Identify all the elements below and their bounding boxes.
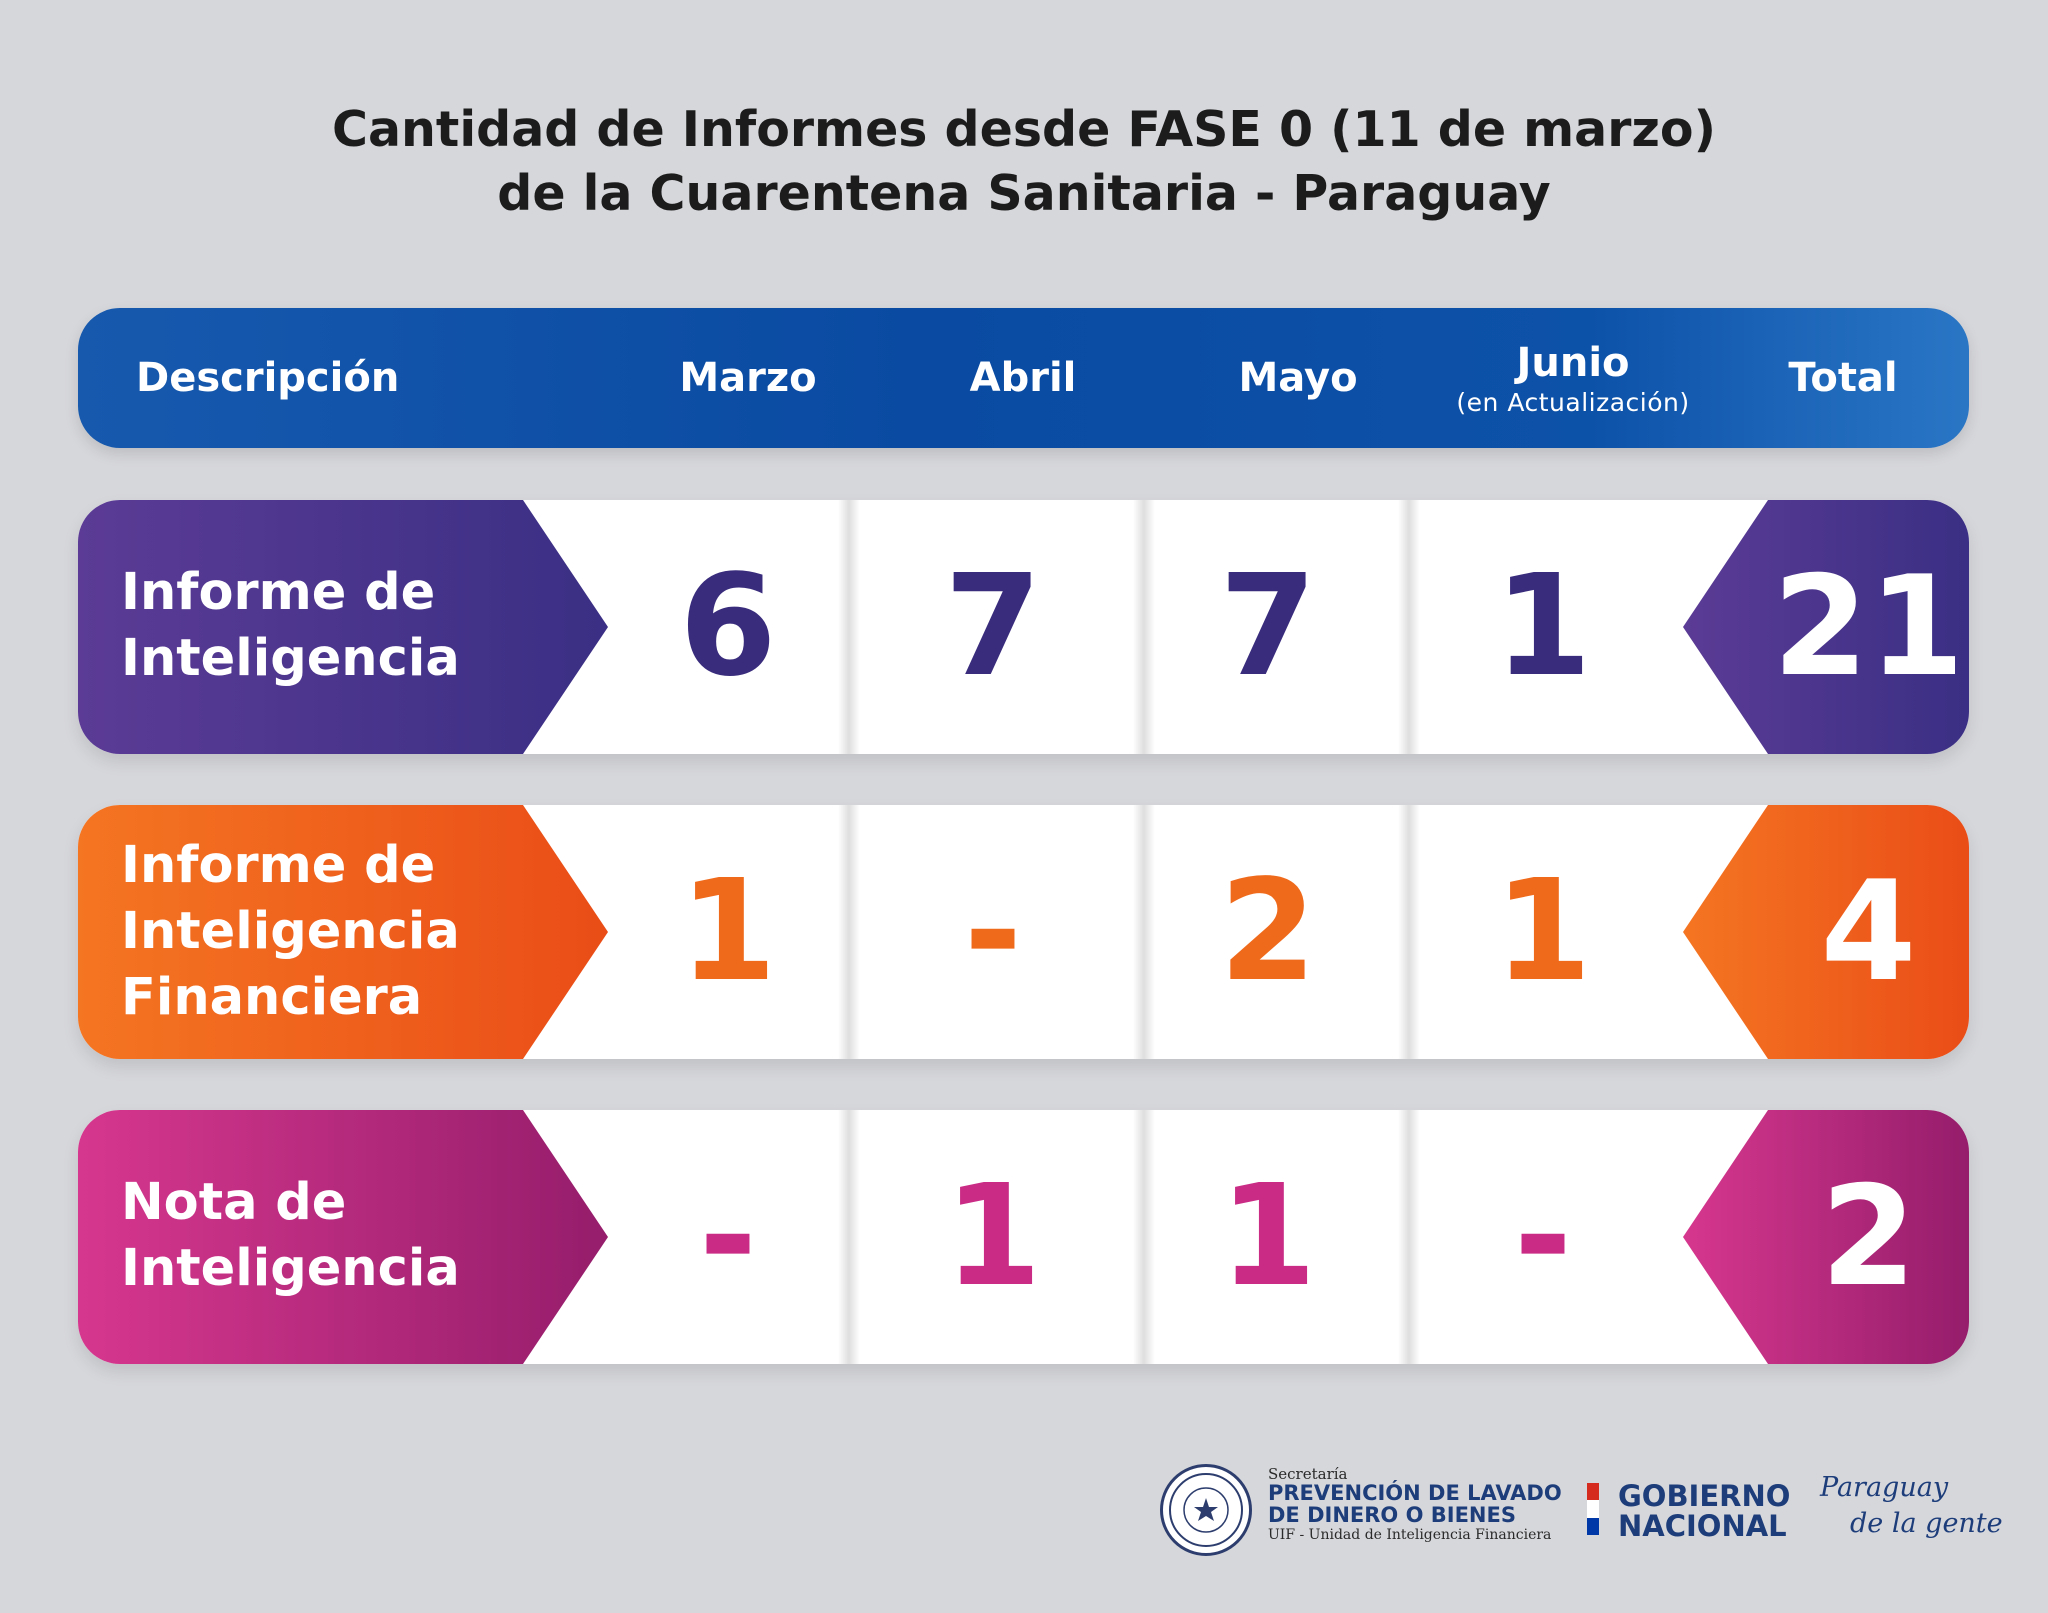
header-junio-label: Junio (1516, 339, 1630, 386)
gobierno-nacional-logo: GOBIERNO NACIONAL (1618, 1481, 1790, 1541)
seprelad-line-1: PREVENCIÓN DE LAVADO (1268, 1481, 1562, 1505)
gobierno-line-2: NACIONAL (1618, 1509, 1787, 1543)
value-mayo: 2 (1219, 850, 1317, 1013)
uif-label: UIF - Unidad de Inteligencia Financiera (1268, 1527, 1552, 1543)
column-divider (1398, 500, 1420, 754)
header-total: Total (1788, 355, 1898, 401)
table-header: Descripción Marzo Abril Mayo Junio (en A… (78, 308, 1969, 448)
row-label-line: Inteligencia (121, 629, 460, 688)
header-descripcion: Descripción (136, 355, 400, 401)
header-mayo: Mayo (1238, 355, 1358, 401)
column-divider (838, 1110, 860, 1364)
title-line-1: Cantidad de Informes desde FASE 0 (11 de… (331, 101, 1716, 158)
paraguay-de-la-gente-logo: Paraguay de la gente (1820, 1470, 2003, 1542)
value-marzo: 1 (679, 850, 777, 1013)
header-abril: Abril (969, 355, 1077, 401)
row-label-line: Informe de (121, 836, 436, 895)
page-title: Cantidad de Informes desde FASE 0 (11 de… (0, 98, 2048, 226)
row-informe-inteligencia-financiera: Informe de Inteligencia Financiera 1 - 2… (78, 805, 1969, 1059)
row-label-line: Inteligencia (121, 1239, 460, 1298)
column-divider (1133, 805, 1155, 1059)
row-nota-inteligencia: Nota de Inteligencia - 1 1 - 2 (78, 1110, 1969, 1364)
title-line-2: de la Cuarentena Sanitaria - Paraguay (497, 165, 1551, 222)
paraguay-flag-icon (1587, 1483, 1599, 1535)
value-junio: 1 (1494, 545, 1592, 708)
value-mayo: 7 (1219, 545, 1317, 708)
value-abril: 7 (944, 545, 1042, 708)
seprelad-line-2: DE DINERO O BIENES (1268, 1503, 1516, 1527)
row-label: Informe de Inteligencia (78, 500, 608, 754)
row-total: 21 (1683, 500, 1969, 754)
paraguay-seal-icon (1160, 1464, 1252, 1556)
column-divider (1133, 1110, 1155, 1364)
column-divider (1398, 1110, 1420, 1364)
row-label-line: Inteligencia (121, 902, 460, 961)
header-junio-note: (en Actualización) (1456, 387, 1690, 417)
column-divider (1133, 500, 1155, 754)
value-mayo: 1 (1219, 1155, 1317, 1318)
paraguay-logo-line-1: Paraguay (1820, 1472, 1949, 1503)
value-junio: - (1513, 1155, 1573, 1318)
column-divider (1398, 805, 1420, 1059)
row-label-line: Informe de (121, 563, 436, 622)
value-abril: 1 (944, 1155, 1042, 1318)
value-junio: 1 (1494, 850, 1592, 1013)
value-marzo: - (698, 1155, 758, 1318)
value-marzo: 6 (679, 545, 777, 708)
row-label-line: Nota de (121, 1173, 347, 1232)
secretaria-label: Secretaría (1268, 1465, 1348, 1483)
column-divider (838, 805, 860, 1059)
paraguay-logo-line-2: de la gente (1850, 1508, 2003, 1539)
header-marzo: Marzo (679, 355, 817, 401)
row-label: Informe de Inteligencia Financiera (78, 805, 608, 1059)
seprelad-name: PREVENCIÓN DE LAVADO DE DINERO O BIENES (1268, 1482, 1562, 1526)
gobierno-line-1: GOBIERNO (1618, 1479, 1791, 1513)
row-label: Nota de Inteligencia (78, 1110, 608, 1364)
total-value: 21 (1772, 546, 1965, 707)
value-abril: - (963, 850, 1023, 1013)
row-label-line: Financiera (121, 968, 423, 1027)
column-divider (838, 500, 860, 754)
header-junio: Junio (en Actualización) (1423, 308, 1723, 448)
row-total: 2 (1683, 1110, 1969, 1364)
total-value: 2 (1820, 1156, 1917, 1317)
row-informe-inteligencia: Informe de Inteligencia 6 7 7 1 21 (78, 500, 1969, 754)
total-value: 4 (1820, 851, 1917, 1012)
row-total: 4 (1683, 805, 1969, 1059)
